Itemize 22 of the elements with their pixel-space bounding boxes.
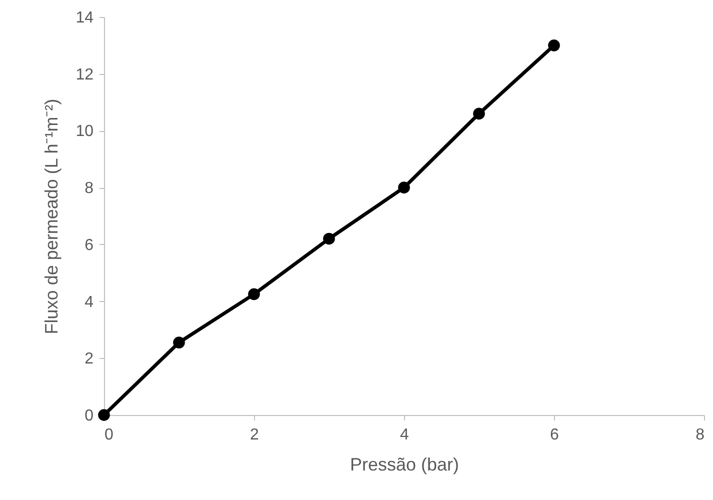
- x-axis-title: Pressão (bar): [350, 454, 460, 474]
- y-axis-title: Fluxo de permeado (L h⁻¹m⁻²): [42, 98, 62, 334]
- point: [473, 108, 485, 120]
- y-tick-label: 2: [84, 350, 94, 368]
- x-tick-label: 2: [250, 426, 260, 444]
- y-tick-label: 6: [84, 236, 94, 254]
- y-tick-label: 4: [84, 294, 94, 311]
- y-tick-label: 12: [76, 66, 94, 84]
- y-tick-label: 0: [84, 408, 94, 424]
- point: [98, 409, 110, 421]
- point: [548, 40, 560, 52]
- y-tick-label: 10: [76, 123, 94, 140]
- x-tick-label: 0: [104, 426, 114, 444]
- x-tick-label: 6: [550, 426, 560, 444]
- y-tick-label: 14: [76, 10, 94, 26]
- point: [248, 288, 260, 300]
- x-tick-label: 4: [400, 426, 410, 444]
- y-tick-label: 8: [84, 180, 94, 198]
- x-tick-label: 8: [696, 426, 705, 444]
- point: [398, 182, 410, 194]
- point: [323, 232, 335, 245]
- point: [173, 336, 185, 348]
